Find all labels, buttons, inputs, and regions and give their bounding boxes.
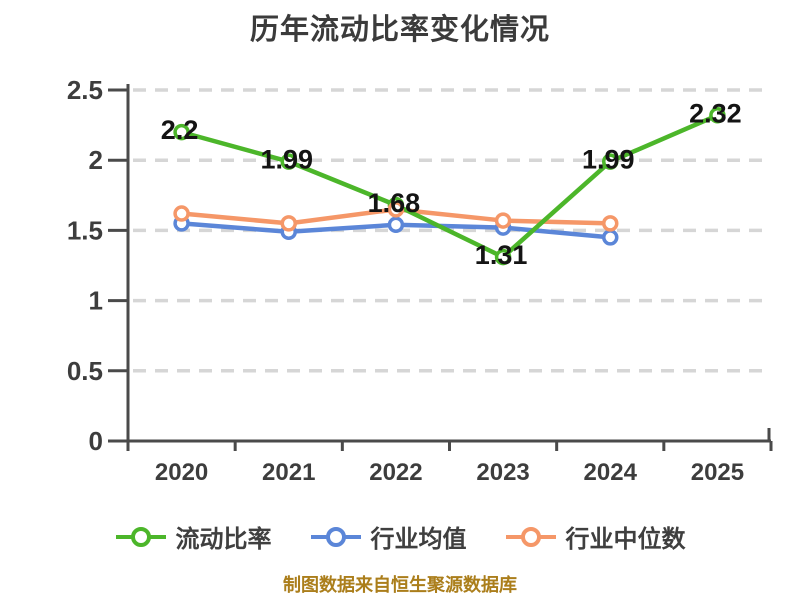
y-tick-label: 1 [89,286,103,316]
data-point [709,107,726,124]
line-dot-marker-icon [310,526,361,547]
line-dot-marker-icon [505,526,556,547]
data-point [387,216,405,234]
legend-item-industry-mean[interactable]: 行业均值 [310,519,467,554]
legend-label: 行业中位数 [565,526,686,553]
data-point [494,212,512,229]
x-tick-label: 2023 [476,459,529,486]
point-value-label: 1.99 [260,145,313,175]
data-point [280,153,297,170]
chart-title: 历年流动比率变化情况 [249,14,550,46]
legend-item-industry-median[interactable]: 行业中位数 [505,519,686,554]
data-point [494,248,512,266]
data-point [173,205,190,222]
data-source-note: 制图数据来自恒生聚源数据库 [283,575,517,595]
point-value-label: 1.68 [368,188,421,218]
data-point [173,123,190,141]
point-value-label: 1.31 [475,240,528,270]
legend-label: 行业均值 [370,526,467,553]
y-tick-label: 0 [89,426,103,456]
data-point [280,215,297,232]
data-point [602,153,619,170]
x-tick-label: 2020 [155,459,208,486]
data-point [602,229,619,246]
y-tick-label: 1.5 [67,215,103,245]
line-dot-marker-icon [115,526,166,547]
legend-item-current-ratio[interactable]: 流动比率 [115,519,272,554]
legend: 流动比率 行业均值 行业中位数 [0,519,800,554]
point-value-label: 2.2 [161,115,199,145]
point-value-label: 2.32 [689,98,742,128]
x-tick-label: 2021 [262,459,315,486]
y-tick-label: 2.5 [67,75,103,105]
point-value-label: 1.99 [582,145,635,175]
y-tick-label: 2 [89,145,103,175]
y-tick-label: 0.5 [67,356,103,386]
series-line [179,113,720,260]
data-point [602,215,619,232]
x-tick-label: 2022 [369,459,422,486]
x-tick-label: 2024 [584,459,638,486]
x-tick-label: 2025 [691,459,744,486]
data-point [387,201,405,218]
legend-label: 流动比率 [175,526,272,553]
